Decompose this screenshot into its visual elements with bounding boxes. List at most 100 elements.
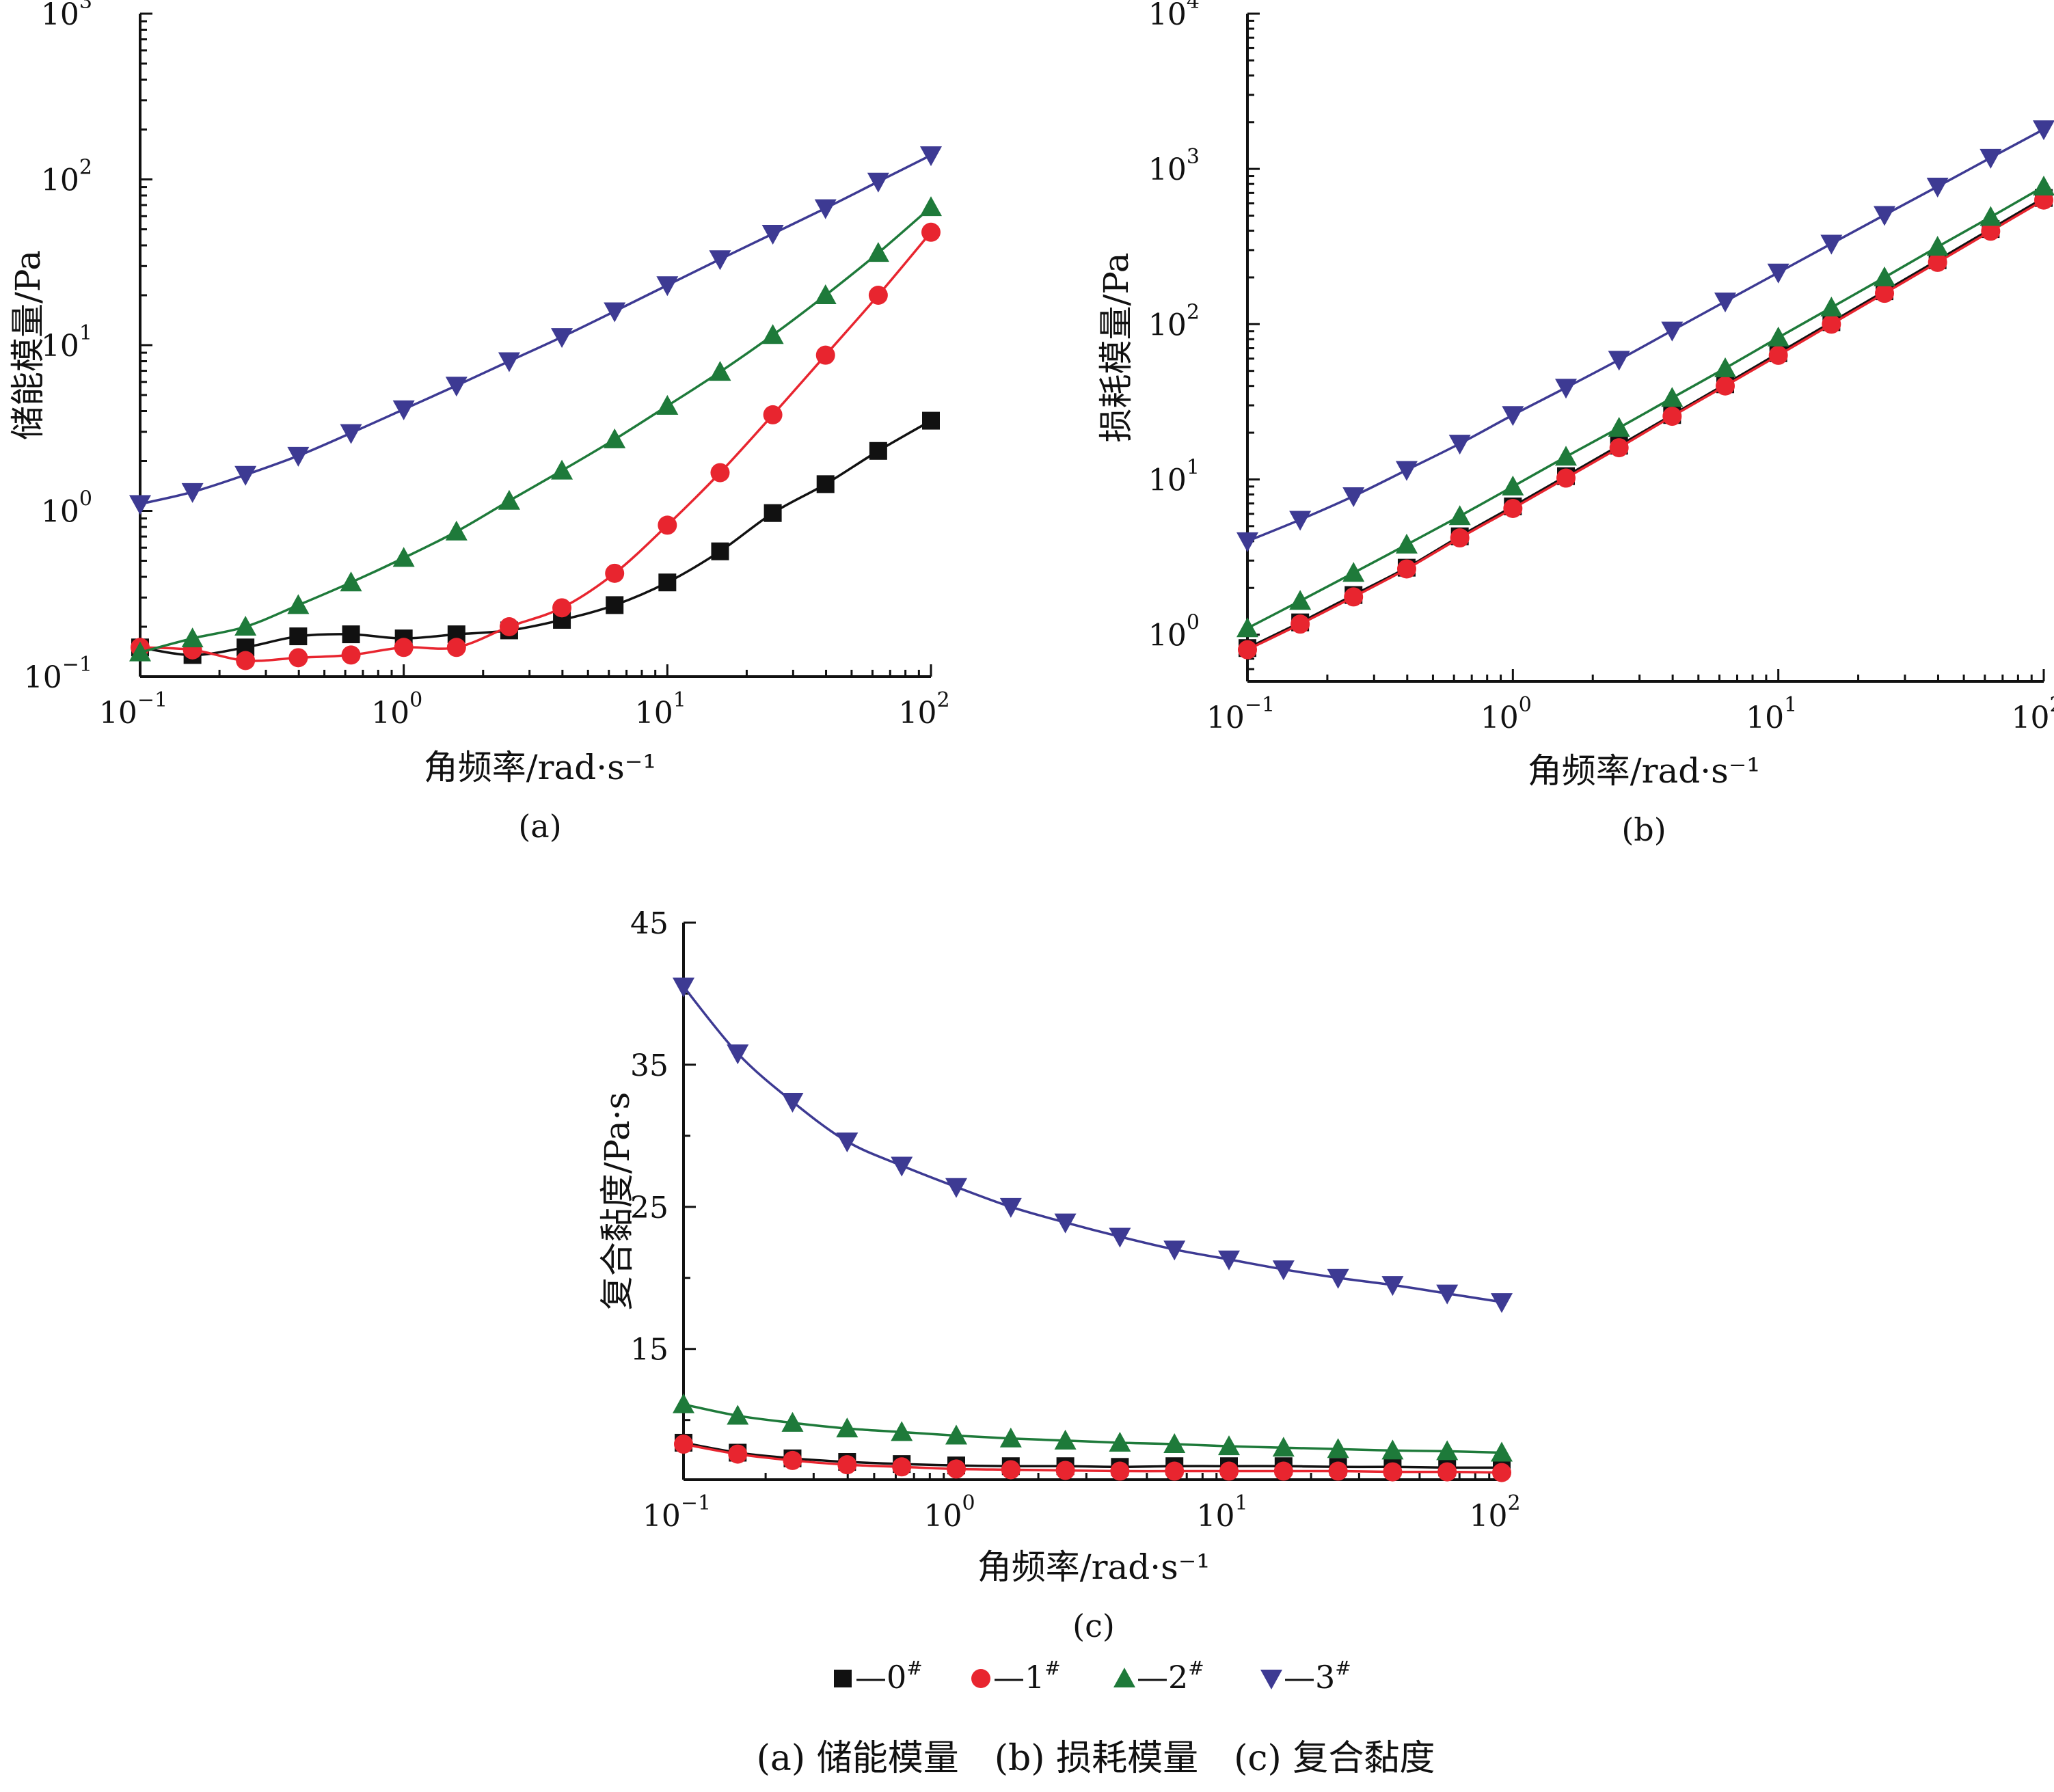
- legend-marker: [834, 1670, 852, 1687]
- data-point: [1556, 468, 1576, 488]
- data-point: [1342, 562, 1365, 582]
- data-point: [1001, 1460, 1021, 1480]
- series-3: [673, 977, 1513, 1314]
- data-point: [1273, 1461, 1293, 1481]
- data-point: [1822, 314, 1841, 334]
- data-point: [673, 1393, 694, 1413]
- legend-item: —3#: [1260, 1657, 1351, 1696]
- data-point: [891, 1156, 913, 1177]
- series-line: [139, 420, 932, 657]
- data-point: [1436, 1284, 1459, 1305]
- y-tick-label: 103: [1148, 145, 1200, 187]
- data-point: [1395, 533, 1418, 554]
- y-tick-label: 10−1: [24, 653, 92, 695]
- data-point: [1289, 511, 1312, 531]
- data-point: [1926, 236, 1949, 256]
- chart-panel-b: 10−1100101102100101102103104角频率/rad·s⁻¹损…: [1096, 0, 2054, 848]
- data-point: [181, 627, 204, 648]
- y-tick-label: 101: [41, 321, 92, 364]
- x-tick-label: 101: [1746, 693, 1797, 735]
- data-point: [1716, 376, 1735, 396]
- series-line: [683, 1441, 1502, 1469]
- x-tick-label: 102: [1469, 1491, 1520, 1534]
- y-tick-label: 103: [41, 0, 92, 32]
- x-tick-label: 101: [635, 688, 686, 731]
- data-point: [1289, 590, 1312, 610]
- series-0: [131, 411, 940, 664]
- legend-marker: [971, 1669, 990, 1688]
- data-point: [1272, 1437, 1295, 1457]
- data-point: [445, 377, 468, 397]
- data-point: [815, 345, 835, 365]
- data-point: [709, 361, 731, 381]
- data-point: [1328, 1461, 1348, 1481]
- data-point: [499, 617, 519, 637]
- data-point: [656, 276, 679, 297]
- data-point: [1383, 1462, 1403, 1482]
- y-axis-title: 损耗模量/Pa: [1096, 252, 1136, 442]
- series-line: [139, 154, 932, 506]
- series-line: [683, 1443, 1502, 1474]
- y-tick-label: 104: [1148, 0, 1200, 32]
- legend-marker: [1260, 1670, 1282, 1689]
- x-axis-title: 角频率/rad·s⁻¹: [1528, 751, 1761, 791]
- data-point: [287, 594, 310, 614]
- y-axis-title: 复合黏度/Pa·s: [597, 1092, 637, 1311]
- x-tick-label: 101: [1196, 1491, 1247, 1534]
- data-point: [728, 1444, 748, 1464]
- data-point: [1237, 532, 1258, 552]
- y-tick-label: 102: [1148, 300, 1200, 342]
- data-point: [1661, 387, 1684, 407]
- data-point: [1661, 321, 1684, 342]
- data-point: [920, 146, 942, 167]
- data-point: [606, 596, 624, 614]
- data-point: [1874, 206, 1896, 226]
- data-point: [551, 459, 573, 480]
- data-point: [1874, 266, 1896, 286]
- data-point: [1055, 1461, 1075, 1480]
- data-point: [814, 284, 837, 305]
- data-point: [1979, 206, 2002, 226]
- series-line: [139, 231, 932, 662]
- data-point: [1290, 614, 1310, 634]
- data-point: [129, 495, 151, 515]
- legend-item: —0#: [834, 1657, 923, 1696]
- data-point: [1926, 177, 1949, 198]
- data-point: [763, 405, 783, 424]
- data-point: [1163, 1433, 1186, 1454]
- data-point: [674, 1435, 693, 1454]
- data-point: [1327, 1438, 1349, 1458]
- data-point: [869, 442, 887, 460]
- data-point: [945, 1178, 967, 1198]
- data-point: [1767, 326, 1789, 347]
- data-point: [236, 651, 256, 670]
- data-point: [1981, 221, 2001, 241]
- data-point: [1820, 296, 1843, 316]
- data-point: [1492, 1463, 1511, 1482]
- data-point: [552, 598, 572, 618]
- legend: —0# —1# —2# —3#: [834, 1657, 1351, 1696]
- series-line: [683, 1403, 1502, 1454]
- x-tick-label: 10−1: [99, 688, 167, 731]
- data-point: [1165, 1461, 1185, 1481]
- y-tick-label: 102: [41, 156, 92, 198]
- series-line: [1247, 197, 2044, 649]
- panel-label: (b): [1621, 811, 1666, 848]
- data-point: [1109, 1227, 1131, 1248]
- panel-label: (c): [1072, 1607, 1115, 1644]
- data-point: [551, 328, 573, 349]
- data-point: [1502, 475, 1524, 495]
- data-point: [867, 242, 889, 262]
- data-point: [394, 638, 414, 657]
- x-tick-label: 10−1: [1206, 693, 1275, 735]
- data-point: [1767, 263, 1789, 284]
- data-point: [445, 520, 468, 541]
- data-point: [234, 465, 257, 486]
- data-point: [1272, 1260, 1295, 1281]
- series-1: [1238, 190, 2053, 660]
- series-1: [674, 1435, 1511, 1482]
- data-point: [1608, 351, 1630, 371]
- series-3: [1237, 120, 2054, 552]
- data-point: [1395, 461, 1418, 481]
- data-point: [289, 627, 308, 646]
